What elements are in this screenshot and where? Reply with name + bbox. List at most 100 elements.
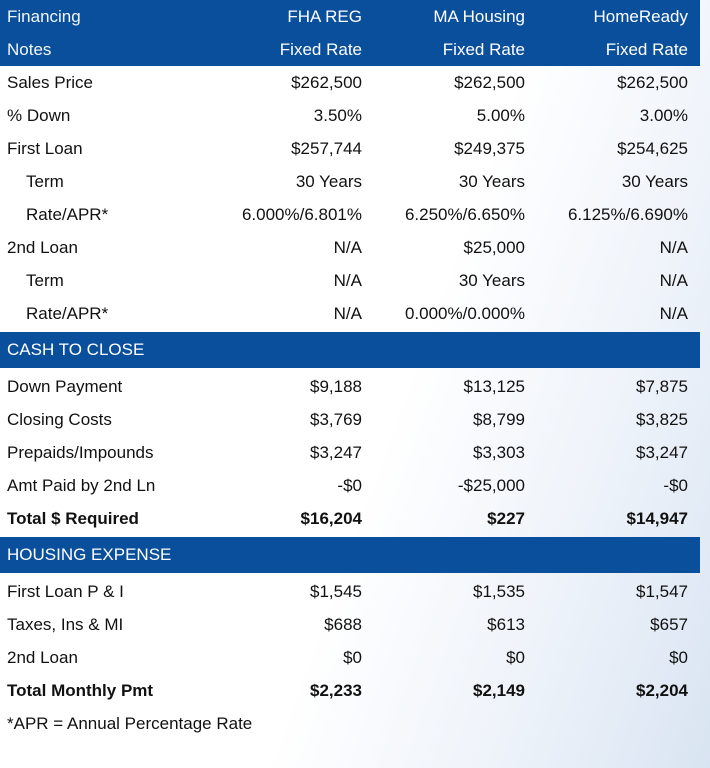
row-label: Down Payment [7,376,123,396]
cell-value: $257,744 [291,138,362,158]
cell-value: -$0 [337,475,362,495]
row-label: Rate/APR* [26,204,109,224]
row-label: Rate/APR* [26,303,109,323]
cell-value: $254,625 [617,138,688,158]
table-row: Taxes, Ins & MI $688 $613 $657 [0,608,700,641]
header-cell: Fixed Rate [605,39,688,59]
table-row: Prepaids/Impounds $3,247 $3,303 $3,247 [0,436,700,469]
apr-footnote: *APR = Annual Percentage Rate [7,713,253,733]
cell-value: $14,947 [626,508,688,528]
header-cell: FHA REG [287,6,362,26]
cell-value: $657 [650,614,688,634]
cell-value: $8,799 [473,409,525,429]
cell-value: 30 Years [458,270,525,290]
table-row: First Loan P & I $1,545 $1,535 $1,547 [0,575,700,608]
financing-section: Sales Price $262,500 $262,500 $262,500 %… [0,66,700,330]
cell-value: $16,204 [300,508,362,528]
cell-value: 6.250%/6.650% [404,204,525,224]
cell-value: $2,149 [473,680,525,700]
cell-value: N/A [659,303,688,323]
cell-value: $3,303 [473,442,525,462]
cell-value: $7,875 [636,376,688,396]
table-row: Term 30 Years 30 Years 30 Years [0,165,700,198]
table-row: Amt Paid by 2nd Ln -$0 -$25,000 -$0 [0,469,700,502]
cell-value: 5.00% [476,105,525,125]
table-row: Rate/APR* N/A 0.000%/0.000% N/A [0,297,700,330]
row-label: Amt Paid by 2nd Ln [7,475,156,495]
row-label: Term [26,171,64,191]
row-label: Taxes, Ins & MI [7,614,124,634]
cell-value: $9,188 [310,376,362,396]
cash-section: Down Payment $9,188 $13,125 $7,875 Closi… [0,370,700,535]
header-row: Notes Fixed Rate Fixed Rate Fixed Rate [0,33,700,66]
cash-to-close-header: CASH TO CLOSE [0,332,700,368]
cell-value: 30 Years [458,171,525,191]
row-label: First Loan [7,138,83,158]
row-label: Closing Costs [7,409,112,429]
cell-value: N/A [659,270,688,290]
table-row: Closing Costs $3,769 $8,799 $3,825 [0,403,700,436]
cell-value: $688 [324,614,362,634]
table-row: Term N/A 30 Years N/A [0,264,700,297]
header-cell: Notes [7,39,52,59]
row-label: Total Monthly Pmt [7,680,154,700]
cell-value: 30 Years [295,171,362,191]
cell-value: $249,375 [454,138,525,158]
table-row: 2nd Loan $0 $0 $0 [0,641,700,674]
header-cell: Financing [7,6,81,26]
table-row: Sales Price $262,500 $262,500 $262,500 [0,66,700,99]
cell-value: 6.000%/6.801% [241,204,362,224]
row-label: % Down [7,105,71,125]
table-row: Down Payment $9,188 $13,125 $7,875 [0,370,700,403]
financing-comparison-table: Financing FHA REG MA Housing HomeReady N… [0,0,700,733]
table-row: First Loan $257,744 $249,375 $254,625 [0,132,700,165]
cell-value: $3,769 [310,409,362,429]
housing-section: First Loan P & I $1,545 $1,535 $1,547 Ta… [0,575,700,707]
cell-value: $2,204 [636,680,688,700]
table-row: 2nd Loan N/A $25,000 N/A [0,231,700,264]
cell-value: N/A [333,270,362,290]
cell-value: $262,500 [454,72,525,92]
cell-value: N/A [333,303,362,323]
table-header: Financing FHA REG MA Housing HomeReady N… [0,0,700,66]
cell-value: -$0 [663,475,688,495]
cell-value: $2,233 [310,680,362,700]
cell-value: $1,545 [310,581,362,601]
cell-value: 3.50% [313,105,362,125]
cell-value: $1,535 [473,581,525,601]
header-row: Financing FHA REG MA Housing HomeReady [0,0,700,33]
cell-value: $13,125 [463,376,525,396]
row-label: Term [26,270,64,290]
cell-value: $3,825 [636,409,688,429]
cell-value: 30 Years [621,171,688,191]
cell-value: N/A [659,237,688,257]
total-row: Total Monthly Pmt $2,233 $2,149 $2,204 [0,674,700,707]
housing-expense-header: HOUSING EXPENSE [0,537,700,573]
cell-value: 3.00% [639,105,688,125]
cell-value: $0 [669,647,688,667]
cell-value: $613 [487,614,525,634]
header-cell: MA Housing [433,6,525,26]
row-label: First Loan P & I [7,581,124,601]
cell-value: $25,000 [463,237,525,257]
cell-value: $227 [487,508,525,528]
row-label: Prepaids/Impounds [7,442,154,462]
total-row: Total $ Required $16,204 $227 $14,947 [0,502,700,535]
cell-value: $3,247 [636,442,688,462]
cell-value: $0 [343,647,362,667]
cell-value: -$25,000 [457,475,525,495]
table-row: Rate/APR* 6.000%/6.801% 6.250%/6.650% 6.… [0,198,700,231]
cell-value: $262,500 [617,72,688,92]
row-label: Sales Price [7,72,93,92]
row-label: 2nd Loan [7,237,78,257]
header-cell: Fixed Rate [442,39,525,59]
table-row: % Down 3.50% 5.00% 3.00% [0,99,700,132]
cell-value: N/A [333,237,362,257]
header-cell: Fixed Rate [279,39,362,59]
cell-value: 0.000%/0.000% [404,303,525,323]
row-label: 2nd Loan [7,647,78,667]
cell-value: $3,247 [310,442,362,462]
header-cell: HomeReady [593,6,689,26]
cell-value: $1,547 [636,581,688,601]
cell-value: $262,500 [291,72,362,92]
